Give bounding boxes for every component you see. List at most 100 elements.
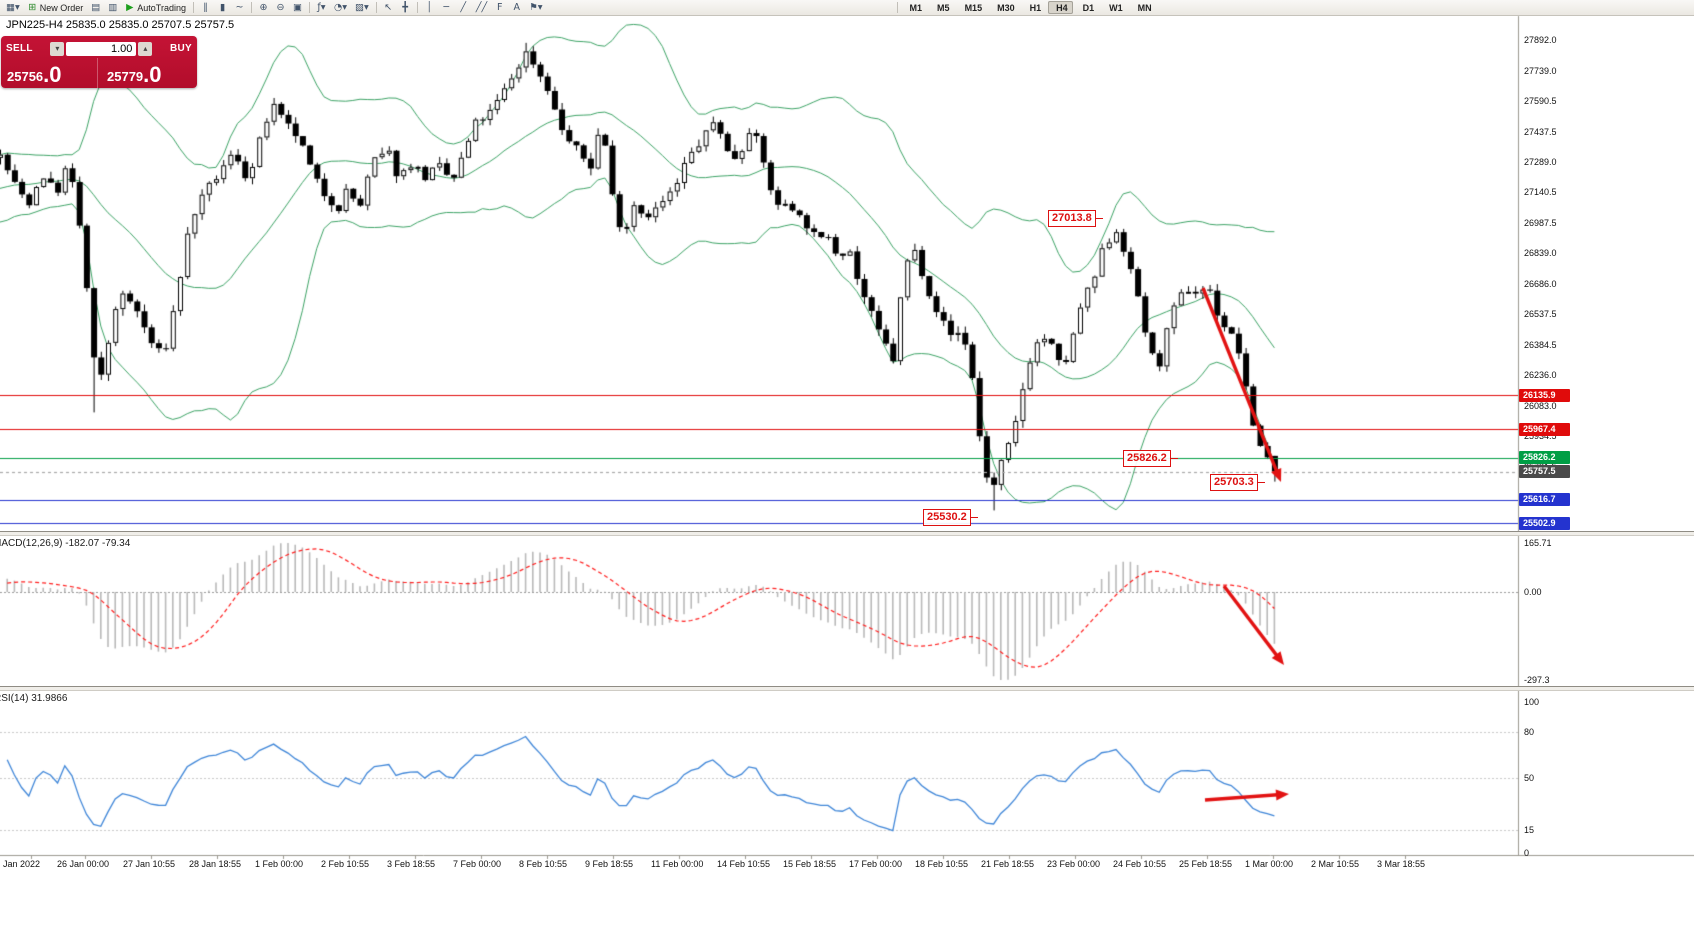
volume-input[interactable]: 1.00 [66,41,137,56]
cursor-button[interactable]: ↖ [381,1,396,14]
crosshair-button[interactable]: ╋ [398,1,413,14]
time-label: 17 Feb 00:00 [849,859,903,869]
panel-splitter[interactable] [0,686,1694,691]
arrows-button[interactable]: ⚑▾ [526,1,545,14]
price-tick: 27590.5 [1524,95,1557,106]
tile-windows-icon: ▣ [292,1,302,13]
candlestick-icon: ▮ [219,1,226,13]
zoom-in-icon: ⊕ [259,1,268,13]
autotrading-button[interactable]: ▶ AutoTrading [122,1,189,14]
toolbar-item-label: MN [1137,2,1152,13]
new-order-button[interactable]: ⊞ New Order [25,1,87,14]
timeframe-m30-button[interactable]: M30 [989,1,1020,14]
vertical-line-button[interactable]: │ [422,1,437,14]
sell-price: 25756 [7,69,44,85]
timeframe-m15-button[interactable]: M15 [957,1,988,14]
timeframe-mn-button[interactable]: MN [1130,1,1157,14]
price-annotation[interactable]: 25703.3 [1210,474,1265,492]
toolbar-separator [192,2,194,13]
fibonacci-button[interactable]: F [492,1,507,14]
buy-price: 25779 [107,69,144,85]
price-scale[interactable]: 27892.0 27739.0 27590.5 27437.5 27289.0 27140… [1519,16,1694,856]
rsi-scale[interactable]: 100 80 50 15 0 [1519,690,1694,858]
toolbar-separator [896,2,898,13]
trend-arrow[interactable] [1197,282,1287,488]
data-window-icon: ▥ [108,1,118,13]
crosshair-icon: ╋ [402,1,409,13]
vertical-line-icon: │ [426,1,433,13]
market-watch-icon: ▤ [91,1,101,13]
time-label: 26 Jan 00:00 [57,859,110,869]
timeframe-m1-button[interactable]: M1 [902,1,928,14]
templates-icon: ▨▾ [355,1,369,13]
line-chart-icon: ~ [235,1,244,13]
timeframe-m5-button[interactable]: M5 [929,1,955,14]
line-chart-button[interactable]: ~ [232,1,247,14]
toolbar-separator [375,2,377,13]
zoom-in-button[interactable]: ⊕ [256,1,271,14]
new-chart-button[interactable]: ▦▾ [3,1,23,14]
time-label: 1 Feb 00:00 [255,859,304,869]
time-label: 8 Feb 10:55 [519,859,568,869]
price-annotation[interactable]: 27013.8 [1048,209,1103,227]
macd-scale-label: 0.00 [1524,587,1542,597]
text-button[interactable]: A [509,1,524,14]
data-window-button[interactable]: ▥ [105,1,120,14]
time-axis[interactable]: Jan 2022 26 Jan 00:00 27 Jan 10:55 28 Jan 1… [0,856,1694,873]
time-label: 18 Feb 10:55 [915,859,969,869]
market-watch-button[interactable]: ▤ [88,1,103,14]
toolbar-item-label: M5 [937,2,950,13]
macd-scale[interactable]: 165.71 0.00 -297.3 [1519,535,1694,687]
tile-windows-button[interactable]: ▣ [290,1,305,14]
volume-decrease-button[interactable]: ▾ [50,41,65,56]
timeframe-h4-button[interactable]: H4 [1048,1,1073,14]
volume-increase-button[interactable]: ▴ [138,41,153,56]
time-label: 24 Feb 10:55 [1113,859,1167,869]
toolbar-item-label: H1 [1029,2,1042,13]
price-tick: 27892.0 [1524,35,1557,45]
time-label: 25 Feb 18:55 [1179,859,1233,869]
candlestick-chart-button[interactable]: ▮ [215,1,230,14]
timeframe-h1-button[interactable]: H1 [1022,1,1047,14]
indicators-button[interactable]: ƒ▾ [314,1,329,14]
time-label: 27 Jan 10:55 [123,859,176,869]
time-label: 2 Feb 10:55 [321,859,370,869]
price-tick: 26537.5 [1524,308,1557,319]
buy-button[interactable]: 25779.0 [97,58,197,88]
price-annotation[interactable]: 25826.2 [1123,449,1178,467]
price-tick: 27739.0 [1524,65,1557,76]
price-annotation[interactable]: 25530.2 [923,509,978,527]
bar-chart-button[interactable]: ∥ [198,1,213,14]
trend-arrow[interactable] [1218,580,1290,671]
one-click-trading-panel: SELL ▾ 1.00 ▴ BUY 25756.0 25779.0 [1,36,197,88]
trendline-button[interactable]: ╱ [456,1,471,14]
toolbar-item-label: W1 [1109,2,1123,13]
timeframe-w1-button[interactable]: W1 [1101,1,1128,14]
zoom-out-button[interactable]: ⊖ [273,1,288,14]
templates-button[interactable]: ▨▾ [352,1,372,14]
panel-splitter[interactable] [0,531,1694,536]
sell-button[interactable]: 25756.0 [1,58,97,88]
equidistant-channel-button[interactable]: ╱╱ [473,1,490,14]
time-label: 3 Mar 18:55 [1377,859,1426,869]
price-tick: 27140.5 [1524,186,1557,197]
macd-scale-label: -297.3 [1524,674,1550,685]
price-tick: 26987.5 [1524,217,1557,228]
arrows-icon: ⚑▾ [529,1,543,13]
timeframe-d1-button[interactable]: D1 [1075,1,1100,14]
horizontal-line-button[interactable]: ─ [439,1,454,14]
price-tick: 26686.0 [1524,278,1557,289]
periods-button[interactable]: ◔▾ [331,1,350,14]
trend-arrow[interactable] [1199,788,1295,806]
bar-chart-icon: ∥ [203,1,208,13]
toolbar-item-label: M15 [964,2,983,13]
toolbar-separator [250,2,252,13]
time-label: 9 Feb 18:55 [585,859,634,869]
price-tick: 26384.5 [1524,339,1557,350]
price-tick: 26083.0 [1524,400,1557,411]
indicators-icon: ƒ▾ [317,1,326,13]
price-tick: 27437.5 [1524,126,1557,137]
